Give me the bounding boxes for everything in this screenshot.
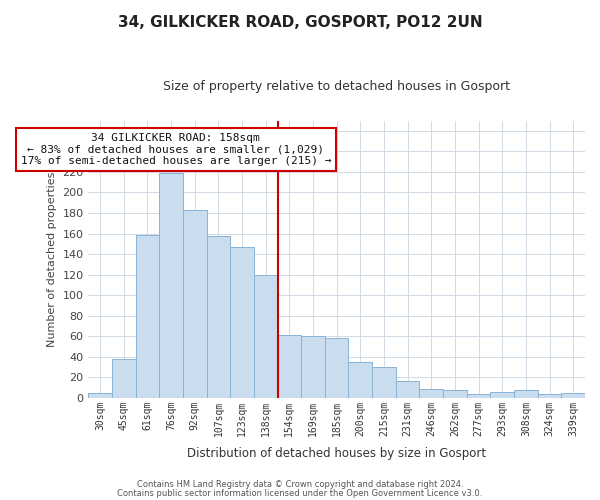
Bar	[372, 367, 396, 398]
Bar	[206, 236, 230, 398]
Bar	[159, 173, 183, 398]
Bar	[88, 392, 112, 398]
Bar	[419, 388, 443, 398]
Y-axis label: Number of detached properties: Number of detached properties	[47, 172, 56, 347]
Bar	[230, 247, 254, 398]
Bar	[136, 234, 159, 398]
Bar	[443, 390, 467, 398]
Bar	[349, 362, 372, 398]
Bar	[562, 392, 585, 398]
Bar	[490, 392, 514, 398]
Bar	[467, 394, 490, 398]
Bar	[514, 390, 538, 398]
Text: 34 GILKICKER ROAD: 158sqm
← 83% of detached houses are smaller (1,029)
17% of se: 34 GILKICKER ROAD: 158sqm ← 83% of detac…	[20, 133, 331, 166]
X-axis label: Distribution of detached houses by size in Gosport: Distribution of detached houses by size …	[187, 447, 486, 460]
Text: 34, GILKICKER ROAD, GOSPORT, PO12 2UN: 34, GILKICKER ROAD, GOSPORT, PO12 2UN	[118, 15, 482, 30]
Bar	[112, 359, 136, 398]
Bar	[278, 335, 301, 398]
Bar	[254, 274, 278, 398]
Text: Contains HM Land Registry data © Crown copyright and database right 2024.: Contains HM Land Registry data © Crown c…	[137, 480, 463, 489]
Bar	[538, 394, 562, 398]
Text: Contains public sector information licensed under the Open Government Licence v3: Contains public sector information licen…	[118, 490, 482, 498]
Bar	[396, 382, 419, 398]
Title: Size of property relative to detached houses in Gosport: Size of property relative to detached ho…	[163, 80, 510, 93]
Bar	[183, 210, 206, 398]
Bar	[301, 336, 325, 398]
Bar	[325, 338, 349, 398]
